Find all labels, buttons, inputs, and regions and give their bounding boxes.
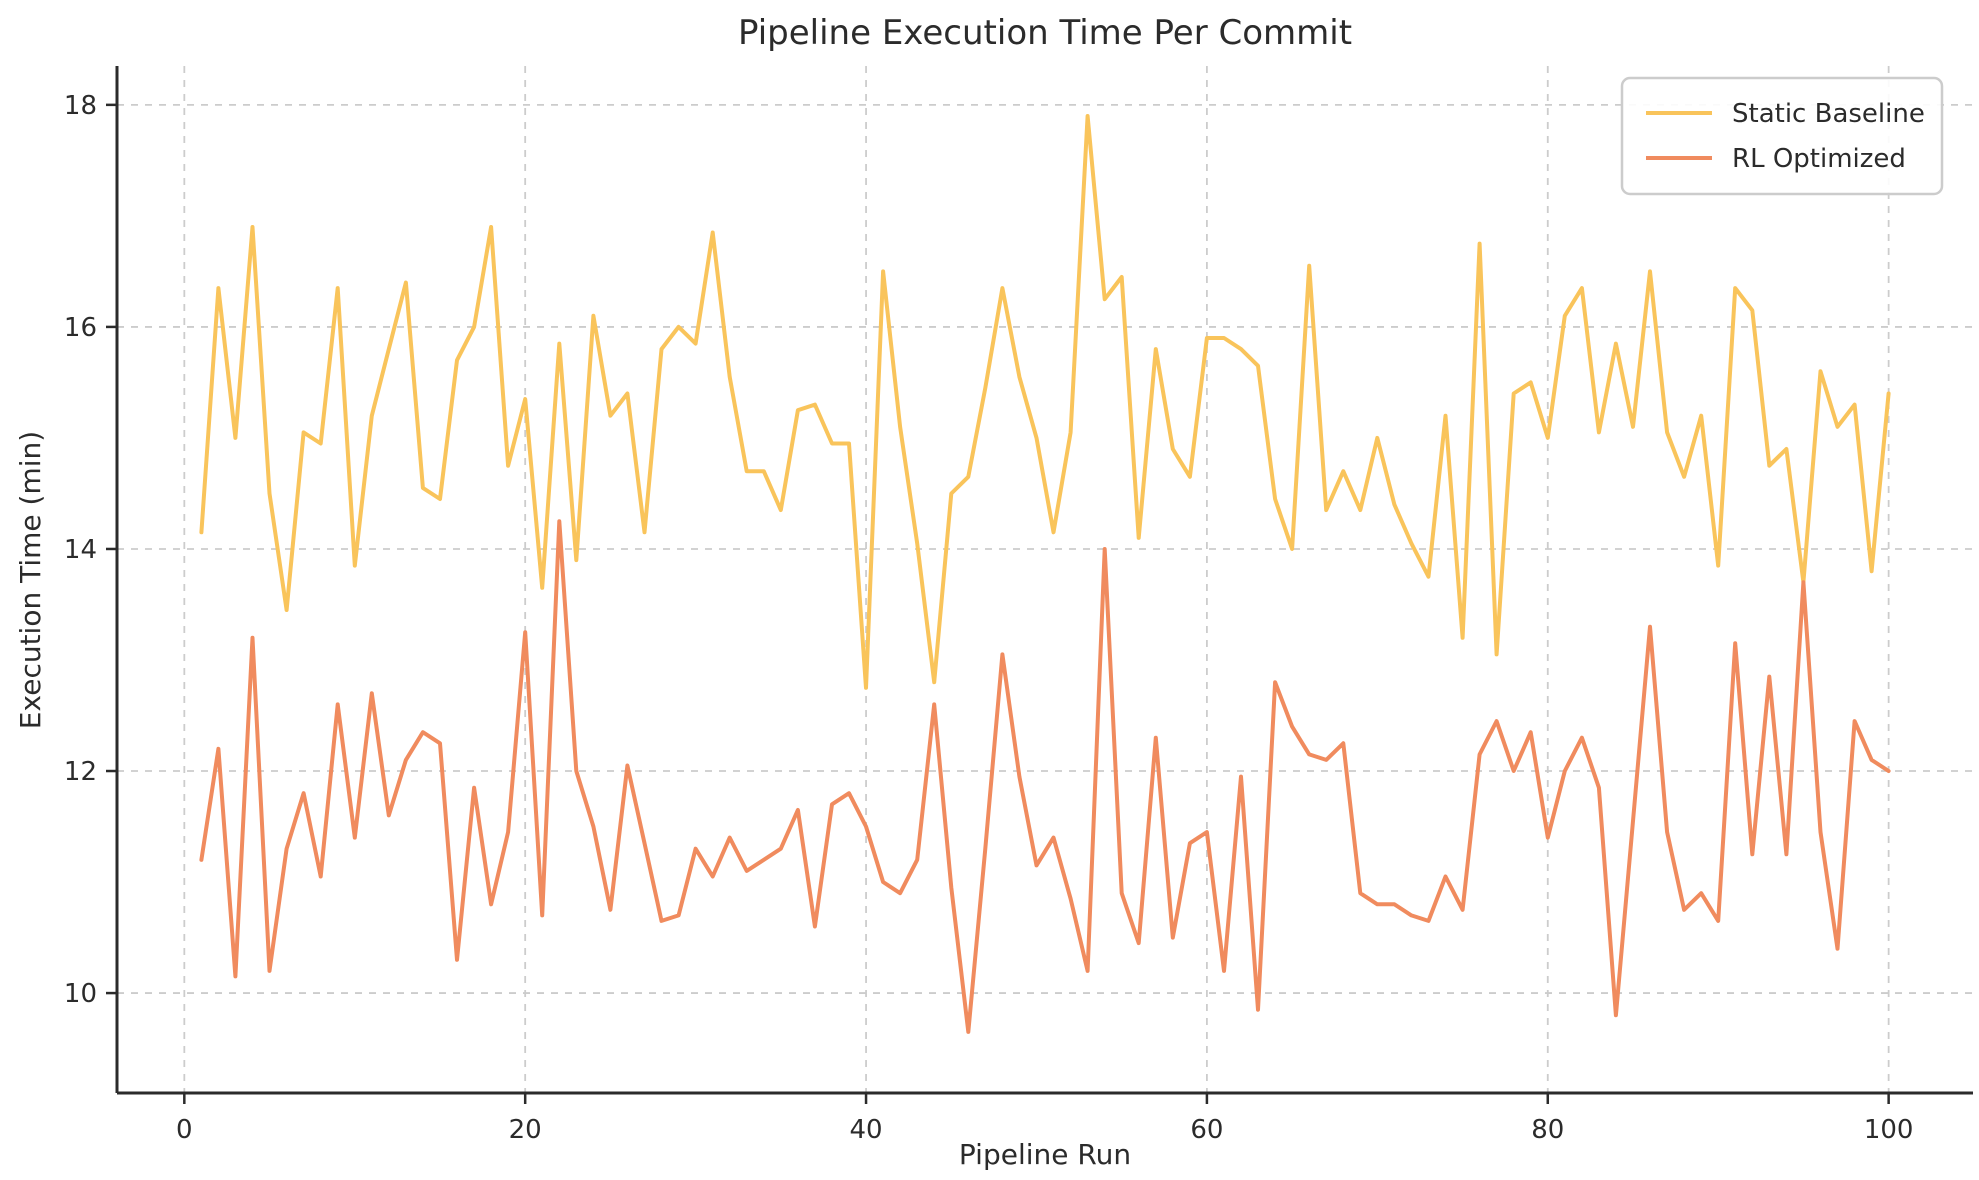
legend-entry-rl-optimized: RL Optimized (1646, 144, 1906, 174)
chart-title: Pipeline Execution Time Per Commit (738, 13, 1352, 53)
x-tick-label: 20 (509, 1115, 542, 1145)
y-tick-label: 14 (64, 535, 97, 565)
y-tick-label: 12 (64, 757, 97, 787)
y-tick-label: 10 (64, 979, 97, 1009)
legend-label-static-baseline: Static Baseline (1732, 99, 1925, 129)
legend-entry-static-baseline: Static Baseline (1646, 99, 1925, 129)
legend-box (1620, 76, 1944, 196)
series-line-static-baseline (199, 114, 1891, 690)
x-tick-label: 60 (1190, 1115, 1223, 1145)
series-line-rl-optimized (199, 519, 1891, 1034)
tick-layer: 0 20 40 60 80 100 10 12 14 16 18 (64, 91, 1914, 1145)
axis-spines (115, 66, 1973, 1095)
legend: Static Baseline RL Optimized (1620, 76, 1944, 196)
series-layer (199, 114, 1891, 1034)
y-axis-label: Execution Time (min) (14, 431, 47, 729)
x-tick-label: 100 (1864, 1115, 1914, 1145)
x-tick-label: 40 (849, 1115, 882, 1145)
x-tick-label: 80 (1531, 1115, 1564, 1145)
x-axis-label: Pipeline Run (959, 1138, 1131, 1171)
x-tick-label: 0 (176, 1115, 193, 1145)
y-tick-label: 16 (64, 313, 97, 343)
legend-label-rl-optimized: RL Optimized (1732, 144, 1906, 174)
grid-layer (117, 66, 1973, 1093)
y-tick-label: 18 (64, 91, 97, 121)
